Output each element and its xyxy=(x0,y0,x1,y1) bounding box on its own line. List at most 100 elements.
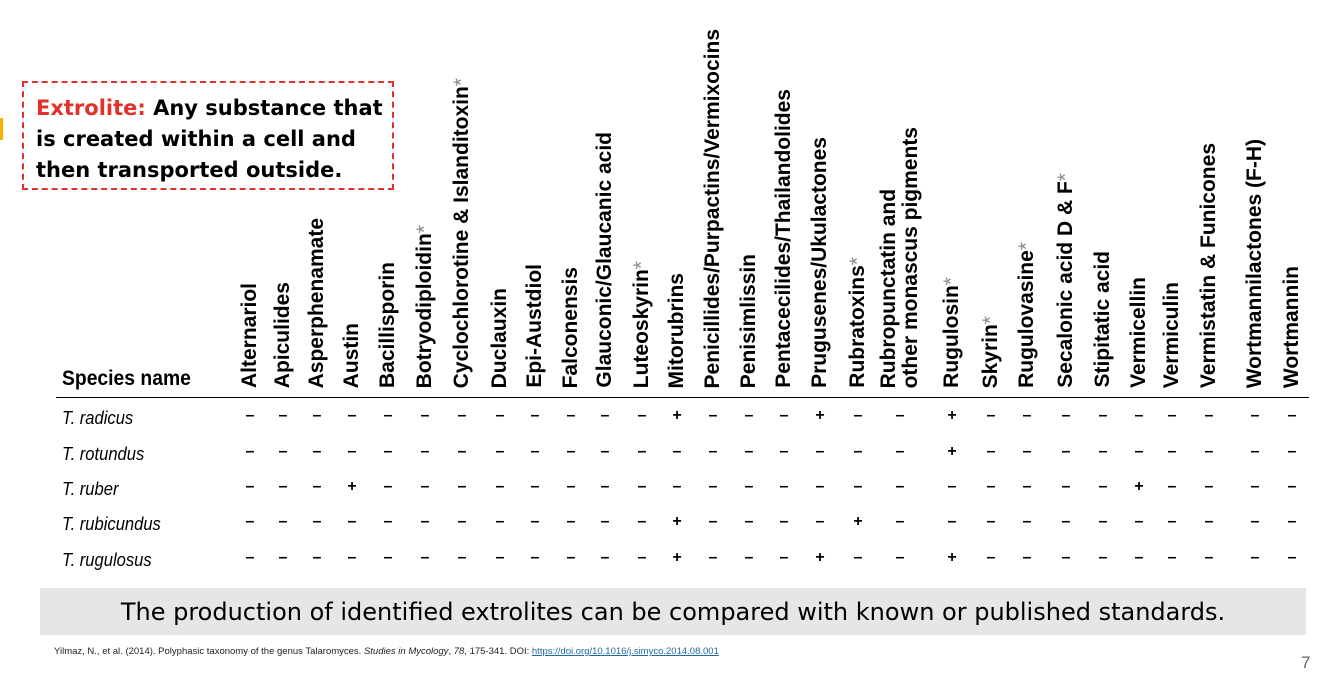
column-header-label: Vermicellin xyxy=(1127,277,1150,388)
table-cell: – xyxy=(708,478,718,495)
column-header-text: Vermicellin xyxy=(1127,277,1150,388)
table-cell: – xyxy=(1204,443,1214,460)
table-cell: – xyxy=(1204,549,1214,566)
column-header-text: Austin xyxy=(340,322,363,388)
table-cell: – xyxy=(278,407,288,424)
column-header-label: Wortmannin xyxy=(1280,265,1303,388)
column-header: Botryodiploidin* xyxy=(408,8,442,388)
species-name: T. rugulosus xyxy=(62,550,152,570)
table-cell: – xyxy=(245,513,255,530)
column-header: Asperphenamate xyxy=(300,8,334,388)
table-cell: – xyxy=(1250,549,1260,566)
callout-text: Extrolite: Any substance that is created… xyxy=(36,93,384,186)
table-cell: – xyxy=(1098,443,1108,460)
table-cell: – xyxy=(383,478,393,495)
table-cell: – xyxy=(245,478,255,495)
column-header: Secalonic acid D & F* xyxy=(1049,8,1083,388)
column-header-label: Luteoskyrin* xyxy=(630,261,653,388)
column-header-label: Penisimlissin xyxy=(737,254,760,388)
table-cell: – xyxy=(779,549,789,566)
column-header: Penicillides/Purpactins/Vermixocins xyxy=(696,8,730,388)
column-header: Duclauxin xyxy=(483,8,517,388)
table-cell: – xyxy=(1250,478,1260,495)
column-header-text: Vermistatin & Funicones xyxy=(1197,142,1220,388)
table-cell: – xyxy=(495,443,505,460)
table-cell: – xyxy=(1167,549,1177,566)
table-cell: – xyxy=(1061,513,1071,530)
table-cell: + xyxy=(947,549,957,566)
table-cell: – xyxy=(600,478,610,495)
column-header-asterisk: * xyxy=(846,257,869,266)
table-cell: – xyxy=(1287,549,1297,566)
column-header-label: Alternariol xyxy=(238,282,261,388)
table-cell: – xyxy=(420,478,430,495)
column-header-label: Vermiculin xyxy=(1160,282,1183,388)
table-cell: – xyxy=(566,407,576,424)
column-header-label: Secalonic acid D & F* xyxy=(1054,173,1077,388)
table-cell: + xyxy=(815,407,825,424)
table-cell: – xyxy=(566,549,576,566)
table-header-rule xyxy=(56,397,1309,398)
table-cell: – xyxy=(1204,513,1214,530)
column-header-text: Falconensis xyxy=(559,266,582,388)
table-cell: – xyxy=(708,513,718,530)
column-header-text: Rubropunctatin and other monascus pigmen… xyxy=(877,126,922,388)
table-cell: – xyxy=(986,513,996,530)
table-cell: – xyxy=(895,549,905,566)
extrolite-definition-callout: Extrolite: Any substance that is created… xyxy=(22,81,394,190)
table-cell: – xyxy=(1022,407,1032,424)
table-cell: + xyxy=(947,407,957,424)
table-cell: – xyxy=(347,549,357,566)
table-cell: – xyxy=(1287,443,1297,460)
table-cell: – xyxy=(895,407,905,424)
table-cell: – xyxy=(1098,549,1108,566)
column-header-text: Alternariol xyxy=(238,282,261,388)
column-header-text: Wortmannin xyxy=(1280,265,1303,388)
column-header: Wortmannin xyxy=(1275,8,1309,388)
table-cell: – xyxy=(278,478,288,495)
column-header: Epi-Austdiol xyxy=(518,8,552,388)
table-cell: + xyxy=(1134,478,1144,495)
column-header-asterisk: * xyxy=(413,224,436,233)
callout-term: Extrolite: xyxy=(36,96,146,120)
table-cell: – xyxy=(1134,549,1144,566)
column-header-label: Rubropunctatin and other monascus pigmen… xyxy=(877,126,922,388)
table-cell: – xyxy=(566,513,576,530)
column-header-text: Rugulovasine xyxy=(1015,250,1038,388)
table-cell: – xyxy=(744,549,754,566)
table-cell: – xyxy=(347,407,357,424)
table-cell: – xyxy=(947,478,957,495)
table-cell: – xyxy=(853,549,863,566)
table-cell: – xyxy=(1098,478,1108,495)
column-header-label: Bacillisporin xyxy=(376,262,399,388)
column-header-label: Vermistatin & Funicones xyxy=(1197,142,1220,388)
table-cell: – xyxy=(1134,443,1144,460)
table-cell: – xyxy=(1204,478,1214,495)
column-header-label: Epi-Austdiol xyxy=(523,264,546,388)
table-cell: – xyxy=(530,478,540,495)
table-cell: – xyxy=(637,407,647,424)
column-header-label: Duclauxin xyxy=(488,288,511,388)
column-header: Skyrin* xyxy=(974,8,1008,388)
doi-link[interactable]: https://doi.org/10.1016/j.simyco.2014.08… xyxy=(531,646,719,657)
table-cell: – xyxy=(495,513,505,530)
table-cell: – xyxy=(347,513,357,530)
table-cell: – xyxy=(708,407,718,424)
table-cell: – xyxy=(1061,549,1071,566)
table-cell: – xyxy=(600,549,610,566)
table-cell: – xyxy=(1098,513,1108,530)
table-cell: – xyxy=(986,407,996,424)
column-header-text: Rubratoxins xyxy=(846,265,869,388)
column-header-asterisk: * xyxy=(1015,242,1038,251)
table-cell: + xyxy=(815,549,825,566)
table-cell: – xyxy=(245,407,255,424)
column-header: Apiculides xyxy=(266,8,300,388)
table-cell: – xyxy=(1061,478,1071,495)
table-cell: – xyxy=(1167,443,1177,460)
table-cell: – xyxy=(1250,443,1260,460)
page-number: 7 xyxy=(1301,653,1311,672)
column-header: Cyclochlorotine & Islanditoxin* xyxy=(445,8,479,388)
table-cell: – xyxy=(383,443,393,460)
table-row: T. rotundus – – – – – – – – – – – – – – – – – – – + – – – – – – – – – xyxy=(0,436,1332,471)
column-header-asterisk: * xyxy=(1054,173,1077,182)
